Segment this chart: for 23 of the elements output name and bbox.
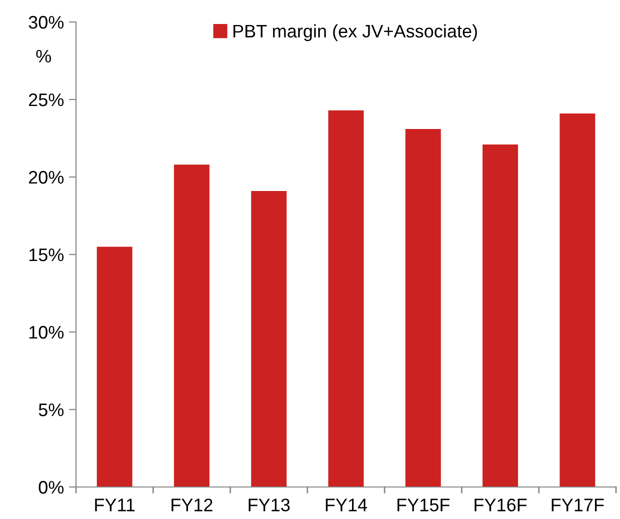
bar (405, 128, 441, 487)
y-tick-label: 0% (38, 480, 64, 494)
x-tick-label: FY15F (398, 498, 450, 512)
bar (96, 246, 132, 487)
x-tick-label: FY13 (248, 498, 290, 512)
x-tick-label: FY16F (474, 498, 527, 512)
y-tick-label: 20% (28, 170, 64, 184)
y-tick-label: 25% (28, 93, 64, 106)
bar (328, 110, 364, 487)
bar (251, 190, 287, 487)
x-tick-label: FY17F (552, 498, 604, 512)
x-tick-label: FY12 (172, 498, 212, 512)
y-axis-title: % (36, 50, 51, 63)
y-tick-label: 15% (29, 248, 64, 262)
y-tick-label: 5% (38, 404, 64, 416)
x-tick-label: FY11 (95, 498, 135, 512)
y-tick-label: 30% (28, 16, 64, 29)
bar (174, 164, 210, 487)
bar (560, 113, 596, 487)
bar (482, 144, 518, 487)
legend-label: PBT margin (ex JV+Associate) (234, 24, 477, 42)
x-tick-label: FY14 (326, 498, 368, 512)
y-tick-label: 10% (29, 326, 64, 339)
